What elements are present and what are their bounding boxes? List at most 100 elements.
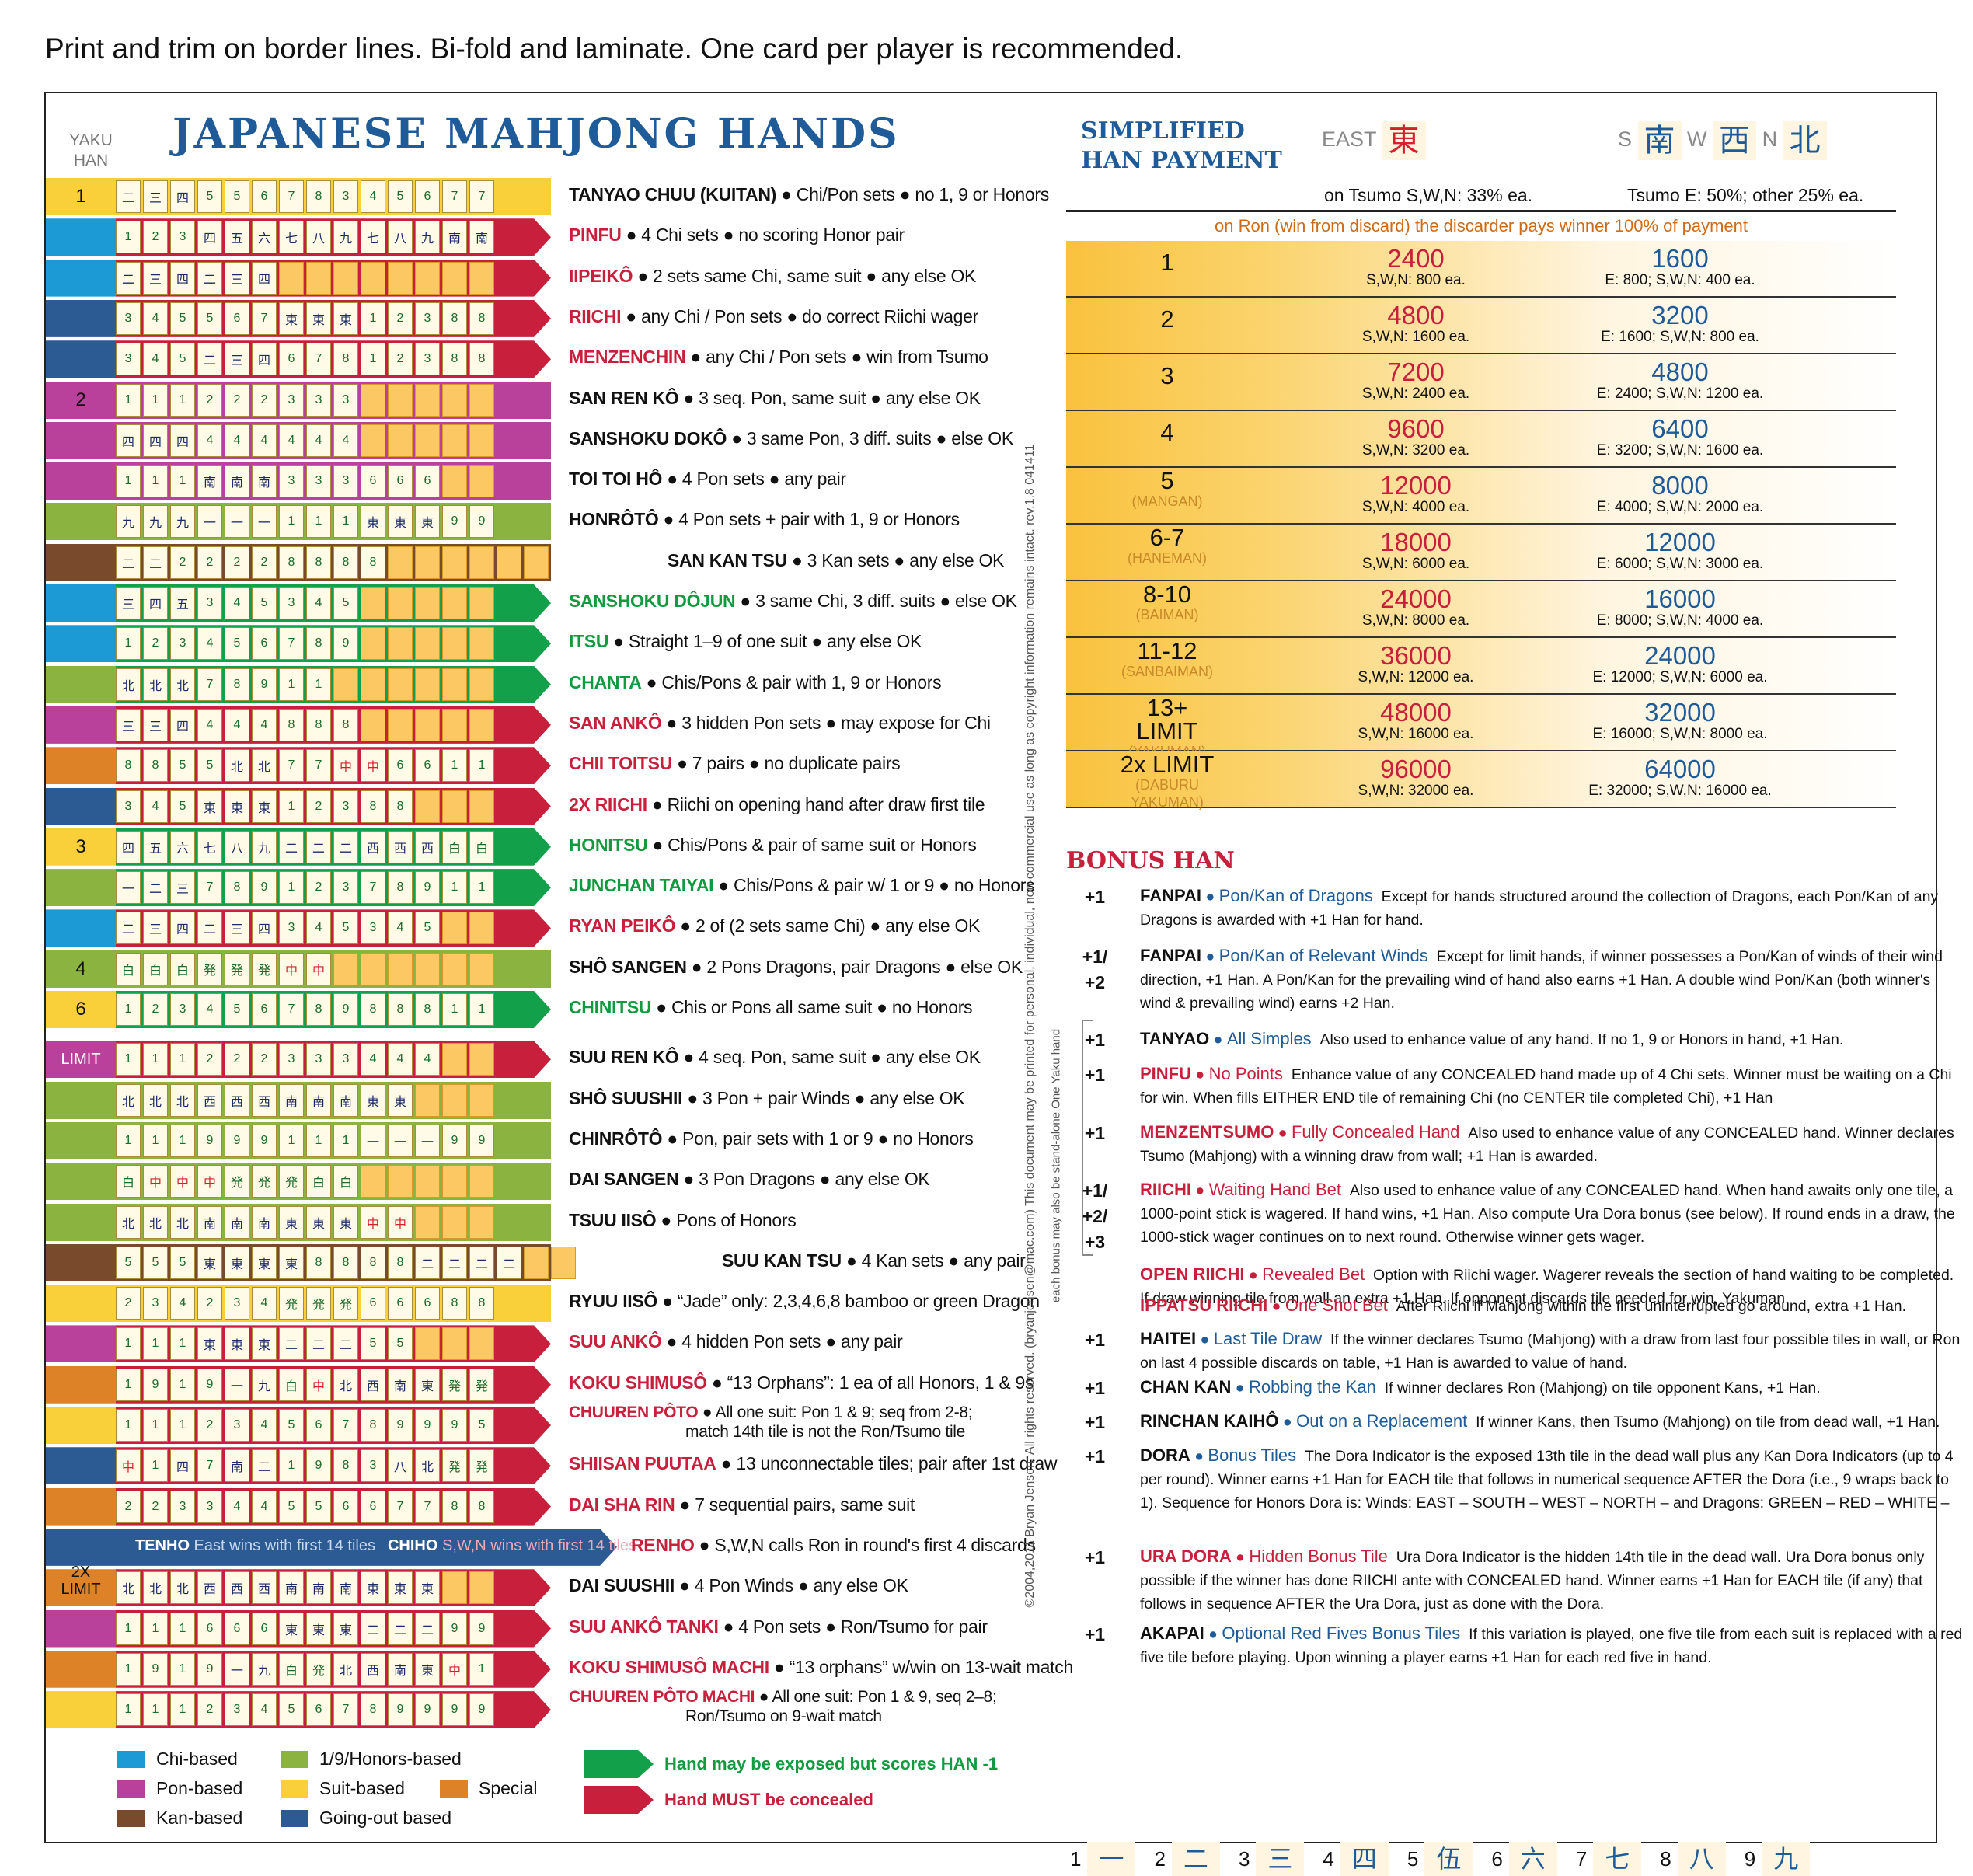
hand-rule: ● All one suit: Pon 1 & 9, seq 2–8; <box>755 1688 997 1707</box>
numeral-char-icon: 二 <box>1171 1842 1220 1876</box>
mahjong-tile-icon: 二 <box>361 1612 385 1645</box>
hand-rule: ● Straight 1–9 of one suit ● any else OK <box>608 631 922 652</box>
mahjong-tile-icon: 3 <box>333 871 358 905</box>
hand-name: SHÔ SANGEN <box>569 956 687 977</box>
mahjong-tile-icon: 2 <box>197 1043 222 1076</box>
hand-rule: ● 3 same Pon, 3 diff. suits ● else OK <box>727 427 1013 448</box>
mahjong-tile-icon: 8 <box>225 871 249 905</box>
hand-name: PINFU <box>569 225 622 246</box>
mahjong-tile-icon: 二 <box>116 546 141 579</box>
mahjong-tile-icon: 3 <box>415 302 440 335</box>
mahjong-tile-icon: 四 <box>252 343 277 376</box>
blank-tile <box>442 708 467 741</box>
mahjong-tile-icon: 2 <box>143 627 168 661</box>
mahjong-tile-icon: 二 <box>116 912 141 945</box>
mahjong-tile-icon: 1 <box>143 1409 168 1442</box>
hand-name: KOKU SHIMUSÔ MACHI <box>569 1656 769 1677</box>
han-value <box>46 340 116 378</box>
mahjong-tile-icon: 7 <box>306 749 331 783</box>
mahjong-tile-icon: 1 <box>333 505 358 539</box>
mahjong-tile-icon: 中 <box>306 1368 331 1401</box>
mahjong-tile-icon: 4 <box>388 912 413 945</box>
mahjong-tile-icon: 中 <box>361 749 385 783</box>
han-value <box>46 1651 116 1688</box>
hand-description: CHUUREN PÔTO MACHI ● All one suit: Pon 1… <box>569 1687 997 1726</box>
mahjong-tile-icon: 8 <box>143 749 168 783</box>
mahjong-tile-icon: 7 <box>197 871 222 905</box>
mahjong-tile-icon: 1 <box>116 1693 141 1727</box>
mahjong-tile-icon: 東 <box>388 1571 413 1605</box>
mahjong-tile-icon: 白 <box>279 1368 304 1401</box>
bonus-text: CHAN KAN ● Robbing the Kan If winner dec… <box>1140 1377 1821 1397</box>
han-value <box>46 909 116 947</box>
mahjong-tile-icon: 9 <box>469 1693 494 1727</box>
hand-name: HONITSU <box>569 834 648 855</box>
mahjong-tile-icon: 西 <box>252 1571 277 1605</box>
mahjong-tile-icon: 4 <box>225 1490 249 1523</box>
mahjong-tile-icon: 6 <box>225 1612 249 1645</box>
mahjong-tile-icon: 7 <box>442 180 467 213</box>
mahjong-tile-icon: 1 <box>306 505 331 539</box>
blank-tile <box>388 587 413 619</box>
mahjong-tile-icon: 東 <box>252 1327 277 1361</box>
hand-rule: ● 4 Pon sets ● Ron/Tsumo for pair <box>718 1616 988 1637</box>
mahjong-tile-icon: 8 <box>361 1693 385 1727</box>
blank-tile <box>361 424 385 457</box>
mahjong-tile-icon: 4 <box>170 1287 195 1320</box>
mahjong-tile-icon: 八 <box>388 1449 413 1483</box>
mahjong-tile-icon: 8 <box>469 1490 494 1523</box>
mahjong-tile-icon: 東 <box>225 790 249 823</box>
mahjong-tile-icon: 2 <box>197 1409 222 1442</box>
blank-tile <box>388 383 413 417</box>
mahjong-tile-icon: 2 <box>252 383 277 417</box>
blank-tile <box>415 627 440 661</box>
hand-rule: ● 3 seq. Pon, same suit ● any else OK <box>678 387 981 408</box>
renho-text: RENHO ● S,W,N calls Ron in round's first… <box>631 1534 1036 1555</box>
mahjong-tile-icon: 北 <box>143 668 168 701</box>
mahjong-tile-icon: 三 <box>143 261 168 295</box>
hand-description: ITSU ● Straight 1–9 of one suit ● any el… <box>569 631 922 652</box>
bonus-text: IPPATSU RIICHI ● One Shot Bet After Riic… <box>1140 1295 1907 1315</box>
mahjong-tile-icon: 6 <box>197 1612 222 1645</box>
mahjong-tile-icon: 3 <box>170 1490 195 1523</box>
mahjong-tile-icon: 南 <box>469 221 494 254</box>
mahjong-tile-icon: 9 <box>333 627 358 661</box>
double-limit-label: 2X LIMIT <box>61 1564 101 1599</box>
north-wind-icon: 北 <box>1783 121 1827 160</box>
mahjong-tile-icon: 6 <box>252 180 277 213</box>
legend-goingout: Going-out based <box>281 1808 451 1829</box>
mahjong-tile-icon: 二 <box>197 343 222 376</box>
mahjong-tile-icon: 3 <box>361 1449 385 1483</box>
hand-description: SUU KAN TSU ● 4 Kan sets ● any pair <box>722 1250 1026 1271</box>
mahjong-tile-icon: 南 <box>333 1571 358 1605</box>
legend-terminal-swatch <box>281 1750 308 1768</box>
hand-name: SHÔ SUUSHII <box>569 1087 683 1108</box>
east-payment: 96000 S,W,N: 32000 ea. <box>1358 755 1474 800</box>
mahjong-tile-icon: 南 <box>197 465 222 498</box>
mahjong-tile-icon: 9 <box>252 1124 277 1157</box>
mahjong-tile-icon: 東 <box>333 302 358 335</box>
numeral-char-icon: 一 <box>1087 1842 1136 1876</box>
mahjong-tile-icon: 発 <box>225 1165 249 1198</box>
blank-tile <box>442 587 467 619</box>
mahjong-tile-icon: 九 <box>333 221 358 254</box>
han-value <box>46 260 116 297</box>
mahjong-tile-icon: 5 <box>170 790 195 823</box>
mahjong-tile-icon: 8 <box>306 708 331 741</box>
mahjong-tile-icon: 東 <box>279 1246 304 1279</box>
mahjong-tile-icon: 八 <box>388 221 413 254</box>
blank-tile <box>361 383 385 417</box>
east-payment: 4800 S,W,N: 1600 ea. <box>1361 301 1470 346</box>
copyright-notice: ©2004,2011 Bryan Jensen. All rights rese… <box>1023 444 1037 1608</box>
mahjong-tile-icon: 8 <box>279 708 304 741</box>
mahjong-tile-icon: 北 <box>170 668 195 701</box>
mahjong-tile-icon: 東 <box>306 1205 331 1239</box>
mahjong-tile-icon: 三 <box>170 871 195 905</box>
hand-name: SANSHOKU DÔJUN <box>569 591 736 611</box>
mahjong-tile-icon: 4 <box>197 424 222 457</box>
mahjong-tile-icon: 5 <box>279 1693 304 1727</box>
blank-tile <box>415 261 440 295</box>
hand-rule: ● 2 Pons Dragons, pair Dragons ● else OK <box>686 956 1023 977</box>
blank-tile <box>469 708 494 741</box>
